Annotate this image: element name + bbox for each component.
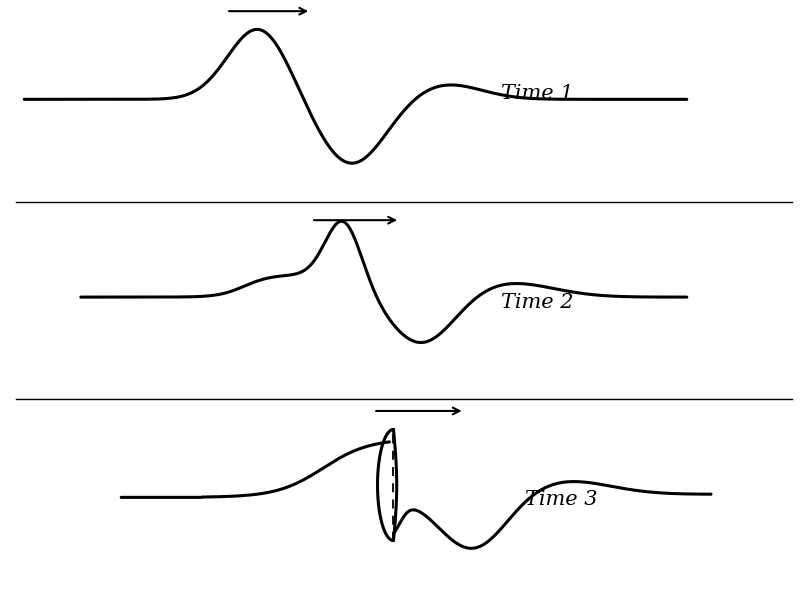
Text: Time 3: Time 3 — [525, 490, 598, 509]
Text: Time 1: Time 1 — [501, 84, 574, 103]
Text: Time 2: Time 2 — [501, 292, 574, 311]
